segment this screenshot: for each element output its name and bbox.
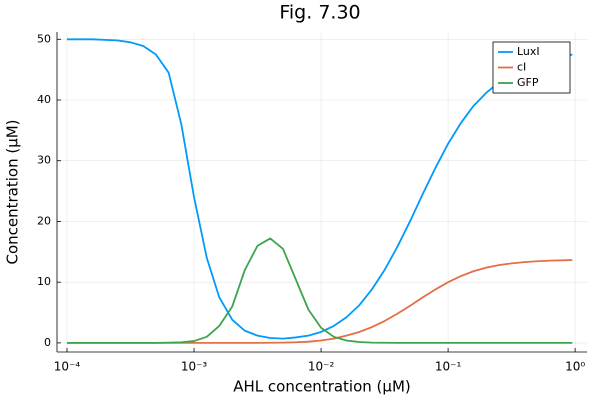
y-tick-label: 20: [37, 214, 51, 227]
x-tick-label: 10⁻³: [181, 360, 208, 374]
x-tick-label: 10⁻¹: [435, 360, 462, 374]
x-tick-label: 10⁰: [565, 360, 585, 374]
x-axis-label: AHL concentration (μM): [233, 378, 411, 396]
legend-label: GFP: [517, 76, 539, 89]
chart-title: Fig. 7.30: [279, 2, 360, 24]
series-line: [67, 237, 573, 344]
y-tick-label: 40: [37, 93, 51, 106]
y-tick-label: 50: [37, 32, 51, 45]
legend-label: cI: [517, 61, 526, 74]
legend-label: LuxI: [517, 45, 540, 58]
y-axis-label: Concentration (μM): [4, 119, 22, 264]
y-tick-label: 30: [37, 154, 51, 167]
y-tick-label: 10: [37, 275, 51, 288]
x-tick-label: 10⁻²: [308, 360, 335, 374]
series-line: [67, 38, 573, 340]
x-tick-label: 10⁻⁴: [54, 360, 81, 374]
series-line: [67, 259, 573, 344]
y-tick-label: 0: [44, 336, 51, 349]
